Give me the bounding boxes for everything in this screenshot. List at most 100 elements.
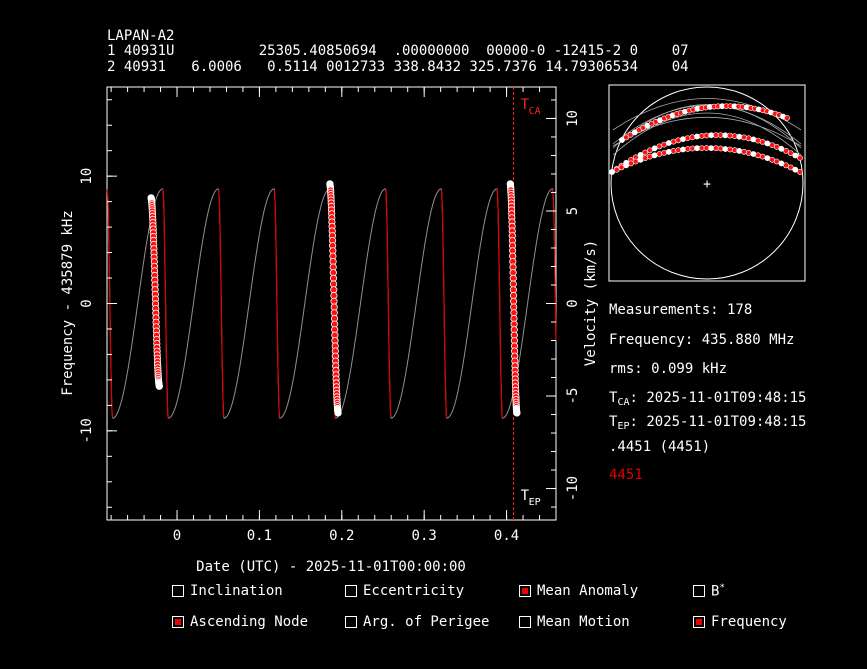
option-ascending-node[interactable]: Ascending Node bbox=[172, 614, 308, 630]
skymap-point bbox=[665, 148, 672, 155]
option-label: Arg. of Perigee bbox=[363, 614, 490, 630]
model-curve-red-3 bbox=[273, 189, 281, 418]
skymap-point bbox=[609, 169, 615, 175]
skymap-point bbox=[623, 134, 630, 141]
checkbox-mean-anomaly[interactable] bbox=[519, 585, 531, 597]
option-label: Frequency bbox=[711, 614, 787, 630]
tle-line-1: 1 40931U 25305.40850694 .00000000 00000-… bbox=[107, 43, 689, 59]
skymap-point bbox=[651, 152, 658, 159]
skymap-point bbox=[787, 164, 794, 171]
skymap-center-marker: + bbox=[703, 177, 711, 192]
skymap-point bbox=[745, 149, 752, 156]
option-arg-of-perigee[interactable]: Arg. of Perigee bbox=[345, 614, 489, 630]
option-frequency[interactable]: Frequency bbox=[693, 614, 787, 630]
checkbox-inclination[interactable] bbox=[172, 585, 184, 597]
y2-tick-label: -10 bbox=[565, 476, 581, 501]
skymap-point bbox=[689, 134, 696, 141]
id-line: .4451 (4451) bbox=[609, 439, 711, 455]
skymap-point bbox=[783, 162, 789, 169]
y2-tick-label: -5 bbox=[565, 388, 581, 405]
tca-value: : 2025-11-01T09:48:15 bbox=[629, 390, 807, 406]
skymap-point bbox=[613, 166, 620, 173]
option-mean-anomaly[interactable]: Mean Anomaly bbox=[519, 583, 638, 599]
y-tick-label: 10 bbox=[79, 168, 95, 185]
skymap-point bbox=[783, 147, 789, 154]
x-axis-label: Date (UTC) - 2025-11-01T00:00:00 bbox=[196, 559, 466, 575]
tep-label: T bbox=[609, 414, 618, 430]
skymap-point bbox=[675, 137, 682, 144]
option-label: Eccentricity bbox=[363, 583, 465, 599]
skymap-frame bbox=[608, 84, 806, 282]
skymap-point bbox=[670, 147, 677, 154]
checkbox-bstar[interactable] bbox=[693, 585, 705, 598]
option-bstar[interactable]: B* bbox=[693, 583, 725, 600]
skymap-point bbox=[797, 155, 803, 161]
skymap-point bbox=[619, 137, 625, 143]
skymap-point bbox=[632, 158, 639, 165]
id-red: 4451 bbox=[609, 467, 643, 483]
y2-tick-label: 10 bbox=[565, 110, 581, 127]
option-label: Ascending Node bbox=[190, 614, 309, 630]
tca-line: TCA: 2025-11-01T09:48:15 bbox=[609, 390, 807, 408]
skymap-point bbox=[787, 150, 794, 156]
skymap-point bbox=[642, 149, 649, 156]
tca-marker-label: T bbox=[521, 97, 530, 113]
skymap-point bbox=[722, 146, 729, 152]
y2-tick-label: 0 bbox=[565, 299, 581, 307]
checkbox-ascending-node[interactable] bbox=[172, 616, 184, 628]
skymap-point bbox=[684, 135, 691, 141]
y-axis-label: Frequency - 435879 kHz bbox=[60, 210, 76, 395]
skymap-point bbox=[755, 137, 761, 144]
tep-sub: EP bbox=[617, 421, 630, 432]
skymap-point bbox=[698, 132, 705, 139]
skymap-point bbox=[637, 151, 644, 158]
model-curve-red-0 bbox=[106, 189, 114, 418]
skymap-point bbox=[656, 151, 663, 157]
data-point bbox=[513, 409, 521, 417]
tep-value: : 2025-11-01T09:48:15 bbox=[629, 414, 807, 430]
skymap-point bbox=[741, 134, 747, 141]
skymap-point bbox=[661, 149, 667, 156]
skymap-point bbox=[755, 152, 761, 159]
y2-axis-label: Velocity (km/s) bbox=[583, 240, 599, 366]
option-mean-motion[interactable]: Mean Motion bbox=[519, 614, 630, 630]
option-eccentricity[interactable]: Eccentricity bbox=[345, 583, 464, 599]
checkbox-mean-motion[interactable] bbox=[519, 616, 531, 628]
skymap-point bbox=[717, 145, 724, 152]
checkbox-arg-of-perigee[interactable] bbox=[345, 616, 357, 628]
skymap-point bbox=[797, 169, 803, 175]
skymap-point bbox=[675, 147, 682, 154]
checkbox-eccentricity[interactable] bbox=[345, 585, 357, 597]
skymap-point bbox=[680, 136, 686, 142]
x-tick-label: 0 bbox=[173, 528, 181, 544]
skymap-point bbox=[647, 153, 653, 160]
skymap-point bbox=[651, 145, 658, 152]
tca-label: T bbox=[609, 390, 618, 406]
satellite-name: LAPAN-A2 bbox=[107, 28, 175, 44]
checkbox-frequency[interactable] bbox=[693, 616, 705, 628]
rms-value: rms: 0.099 kHz bbox=[609, 361, 728, 377]
skymap-point bbox=[784, 115, 790, 121]
y-tick-label: -10 bbox=[79, 418, 95, 443]
skymap-point bbox=[727, 132, 733, 139]
skymap-point bbox=[670, 138, 677, 145]
model-curve-red-2 bbox=[218, 189, 225, 417]
tle-line-2: 2 40931 6.0006 0.5114 0012733 338.8432 3… bbox=[107, 59, 689, 75]
skymap-horizon bbox=[610, 86, 804, 280]
skymap-point bbox=[618, 164, 625, 171]
tca-sub: CA bbox=[617, 397, 630, 408]
x-tick-label: 0.3 bbox=[412, 528, 437, 544]
option-inclination[interactable]: Inclination bbox=[172, 583, 283, 599]
skymap-point bbox=[684, 146, 691, 152]
option-label: Mean Anomaly bbox=[537, 583, 639, 599]
option-label: Mean Motion bbox=[537, 614, 630, 630]
skymap-track-arc bbox=[612, 112, 802, 156]
x-tick-label: 0.1 bbox=[247, 528, 272, 544]
skymap-point bbox=[727, 146, 733, 153]
data-point bbox=[334, 409, 342, 417]
x-tick-label: 0.2 bbox=[329, 528, 354, 544]
skymap-point bbox=[665, 140, 672, 146]
data-point bbox=[155, 382, 163, 390]
